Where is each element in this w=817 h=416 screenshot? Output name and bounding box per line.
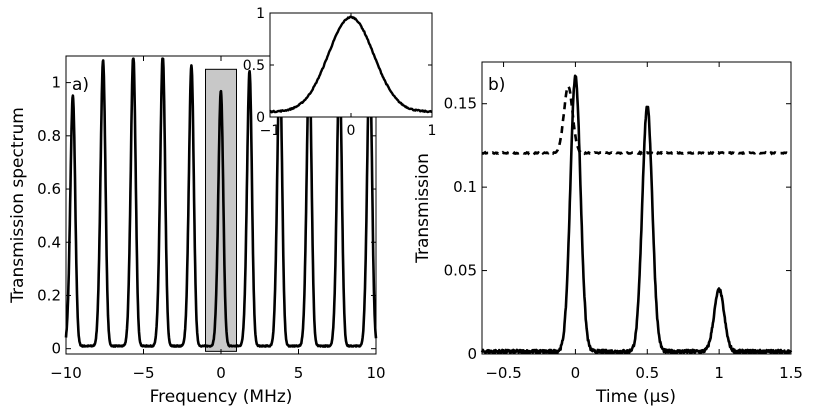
panel-b-xtick-label: 1 xyxy=(714,364,724,382)
panel-a-ytick-label: 0.8 xyxy=(37,127,61,145)
inset-xtick-label: 1 xyxy=(428,123,437,139)
inset-xtick-label: −1 xyxy=(260,123,281,139)
panel-a-xtick-label: −5 xyxy=(132,364,154,382)
panel-b-ticks: −0.5 0 0.5 1 1.5 0 0.05 0.1 0.15 xyxy=(444,62,803,382)
inset-ytick-label: 0.5 xyxy=(243,58,265,74)
inset-xtick-label: 0 xyxy=(347,123,356,139)
panel-a-ytick-label: 0 xyxy=(51,340,61,358)
panel-a-xtick-label: 10 xyxy=(366,364,385,382)
panel-a-ytick-label: 0.4 xyxy=(37,233,61,251)
panel-b-xlabel: Time (μs) xyxy=(595,387,676,407)
panel-b-ytick-label: 0.05 xyxy=(444,262,477,280)
panel-b-xtick-label: 0 xyxy=(571,364,581,382)
panel-a-inset: −1 0 100.51 xyxy=(243,6,437,139)
panel-a-ytick-label: 1 xyxy=(51,74,61,92)
panel-b-reference-dashed-line xyxy=(481,84,792,156)
panel-a-ylabel: Transmission spectrum xyxy=(8,107,28,304)
panel-b: −0.5 0 0.5 1 1.5 0 0.05 0.1 0.15 b) Time (μs) Tr… xyxy=(413,61,803,407)
inset-ticks: −1 0 100.51 xyxy=(243,6,437,139)
panel-b-xtick-label: 1.5 xyxy=(779,364,803,382)
panel-b-label: b) xyxy=(488,75,505,95)
panel-b-ytick-label: 0.15 xyxy=(444,95,477,113)
panel-a-xlabel: Frequency (MHz) xyxy=(150,387,293,407)
panel-a-xtick-label: 0 xyxy=(216,364,226,382)
inset-ytick-label: 1 xyxy=(256,6,265,22)
panel-a-ytick-label: 0.2 xyxy=(37,286,61,304)
panel-a-spectrum-line xyxy=(64,57,378,348)
panel-a-xtick-label: 5 xyxy=(294,364,304,382)
inset-peak-line xyxy=(269,15,433,114)
panel-b-pulses-line xyxy=(480,74,793,355)
panel-a-xtick-label: −10 xyxy=(50,364,82,382)
panel-a-label: a) xyxy=(72,75,89,95)
panel-b-xtick-label: −0.5 xyxy=(485,364,521,382)
panel-b-frame xyxy=(481,61,792,355)
panel-b-ytick-label: 0 xyxy=(467,345,477,363)
panel-a-ytick-label: 0.6 xyxy=(37,180,61,198)
inset-frame xyxy=(269,12,433,118)
panel-b-ylabel: Transmission xyxy=(413,153,433,264)
panel-b-xtick-label: 0.5 xyxy=(635,364,659,382)
inset-ytick-label: 0 xyxy=(256,110,265,126)
panel-b-ytick-label: 0.1 xyxy=(453,178,477,196)
